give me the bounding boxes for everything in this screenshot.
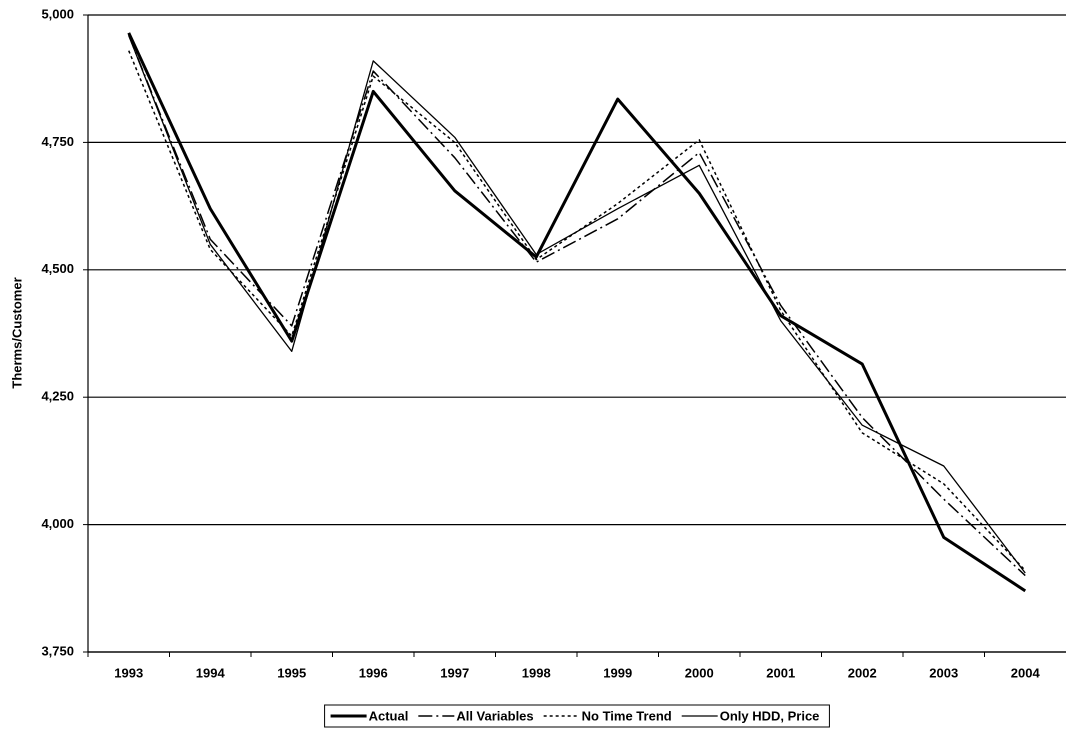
legend-label: No Time Trend <box>582 708 672 723</box>
x-tick-label: 1995 <box>277 665 306 680</box>
legend: Actual All Variables No Time Trend Only HDD… <box>324 704 830 728</box>
series-line <box>128 35 1026 574</box>
legend-label: Only HDD, Price <box>720 708 820 723</box>
x-tick-label: 1994 <box>196 665 226 680</box>
y-axis-label: Therms/Customer <box>9 277 24 388</box>
legend-box <box>324 704 830 728</box>
series-line <box>127 32 1027 593</box>
x-tick-label: 1998 <box>522 665 551 680</box>
y-tick-label: 4,750 <box>41 134 74 149</box>
y-tick-label: 5,000 <box>41 6 74 21</box>
x-tick-label: 1997 <box>440 665 469 680</box>
y-tick-label: 4,500 <box>41 261 74 276</box>
y-tick-label: 3,750 <box>41 643 74 658</box>
series-line <box>128 35 1026 577</box>
y-tick-label: 4,000 <box>41 516 74 531</box>
x-tick-label: 2003 <box>929 665 958 680</box>
x-tick-label: 2001 <box>766 665 795 680</box>
x-tick-label: 1999 <box>603 665 632 680</box>
legend-label: All Variables <box>456 708 533 723</box>
y-tick-label: 4,250 <box>41 389 74 404</box>
x-tick-label: 2004 <box>1011 665 1041 680</box>
x-tick-label: 1996 <box>359 665 388 680</box>
x-tick-label: 2002 <box>848 665 877 680</box>
series-line <box>128 50 1026 571</box>
x-tick-label: 1993 <box>114 665 143 680</box>
x-tick-label: 2000 <box>685 665 714 680</box>
legend-label: Actual <box>369 708 409 723</box>
